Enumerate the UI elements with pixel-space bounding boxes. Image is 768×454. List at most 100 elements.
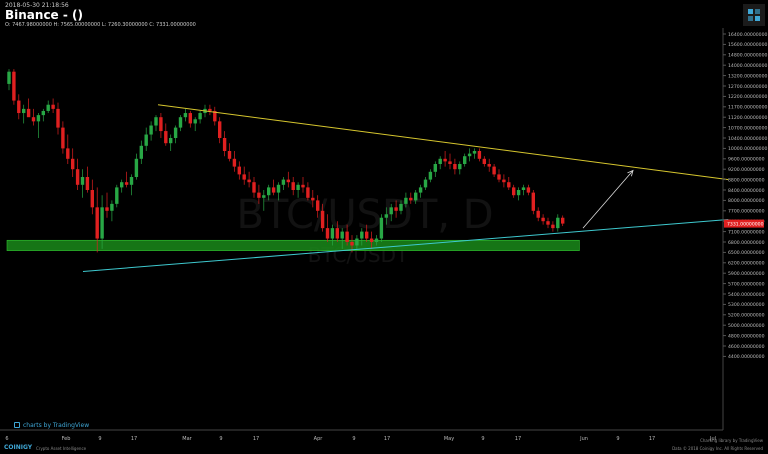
candle-body [423,179,428,188]
time-axis[interactable]: 6 Feb 9 17 Mar 9 17 Apr 9 17 May 9 17 Jun 9 17 Jul [5,436,716,442]
candle-body [414,192,418,201]
candle-body [384,214,388,218]
candle-body [115,187,119,204]
candle-body [139,145,143,159]
candle-body [320,210,325,229]
price-tick-label: 8800.00000000 [728,177,765,183]
price-tick-label: 6800.00000000 [728,240,765,246]
candle-body [31,117,36,122]
candle-body [105,207,109,211]
last-price-label: 7331.00000000 [727,221,764,227]
time-tick-label: Jun [579,436,588,442]
candle-body [129,177,134,185]
candle-body [85,177,90,190]
coinigy-logo-icon [748,9,760,21]
candle-body [232,158,237,167]
candle-body [276,184,281,193]
candle-body [556,217,560,229]
time-tick-label: 17 [649,436,655,442]
candle-body [340,231,344,239]
candle-body [75,169,80,185]
candle-body [12,71,16,101]
candle-body [325,228,330,239]
candle-body [218,121,222,138]
candle-body [213,110,217,122]
candle-body [271,187,276,193]
candle-body [22,108,26,114]
candle-body [541,217,545,222]
price-tick-label: 10700.00000000 [728,125,768,131]
candles-layer [7,69,565,253]
time-tick-label: 9 [481,436,484,442]
coinigy-logo[interactable] [743,4,765,26]
candle-body [438,158,442,164]
candle-body [512,187,516,196]
price-tick-label: 10000.00000000 [728,146,768,152]
candle-body [379,217,384,239]
tradingview-credit[interactable]: charts by TradingView [14,422,89,429]
projection-arrow[interactable] [582,169,634,229]
candle-body [267,187,271,196]
candle-body [551,224,555,229]
price-tick-label: 16400.00000000 [728,32,768,38]
candle-body [7,71,11,84]
candle-body [208,108,212,111]
last-price-box [724,219,764,228]
last-price-marker: 7331.00000000 [724,219,764,228]
candle-body [46,104,50,111]
candle-body [365,231,369,239]
candle-body [404,197,408,204]
candle-body [242,174,246,180]
price-tick-label: 7700.00000000 [728,209,765,215]
price-tick-label: 5200.00000000 [728,313,765,319]
candle-body [316,200,320,211]
price-tick-label: 5700.00000000 [728,281,765,287]
tradingview-icon [14,422,20,428]
candle-body [453,164,457,170]
price-tick-label: 5000.00000000 [728,323,765,329]
candle-body [110,203,114,211]
candle-body [443,158,447,162]
price-axis[interactable]: 16400.00000000 15600.00000000 14800.000000… [723,32,768,360]
candle-body [257,192,261,198]
candle-body [301,184,305,188]
candle-body [51,104,55,109]
chart-title: Binance - () [5,8,83,22]
candle-body [291,182,295,190]
resistance-trendline[interactable] [157,104,729,181]
candle-body [134,158,139,177]
price-tick-label: 5300.00000000 [728,302,765,308]
time-tick-label: 17 [253,436,259,442]
footer-charting-credit: Charting library by TradingView [700,438,763,443]
candle-body [159,117,163,132]
candle-body [80,177,85,185]
footer-tagline: Crypto Asset Intelligence [36,446,87,451]
price-tick-label: 4800.00000000 [728,333,765,339]
candle-body [183,113,188,118]
price-tick-label: 8000.00000000 [728,198,765,204]
price-tick-label: 14800.00000000 [728,53,768,59]
ohlc-readout: O: 7467.98000000 H: 7565.00000000 L: 726… [5,22,196,28]
support-trendline[interactable] [82,218,729,272]
candle-body [252,182,256,193]
support-zone [6,239,580,251]
candle-body [482,158,486,164]
candle-body [526,187,531,193]
candle-body [369,238,374,242]
time-tick-label: May [444,436,454,442]
candle-body [188,113,192,124]
price-tick-label: 4600.00000000 [728,344,765,350]
projection-arrow-head [627,169,634,177]
candle-body [399,203,403,211]
candle-body [173,127,178,138]
candle-body [394,207,398,211]
candle-body [502,179,506,183]
candle-body [516,190,521,196]
candle-body [448,161,452,164]
price-tick-label: 12700.00000000 [728,84,768,90]
time-tick-label: Feb [62,436,71,442]
candle-body [296,184,300,190]
candle-body [335,228,339,239]
candle-body [36,115,41,122]
